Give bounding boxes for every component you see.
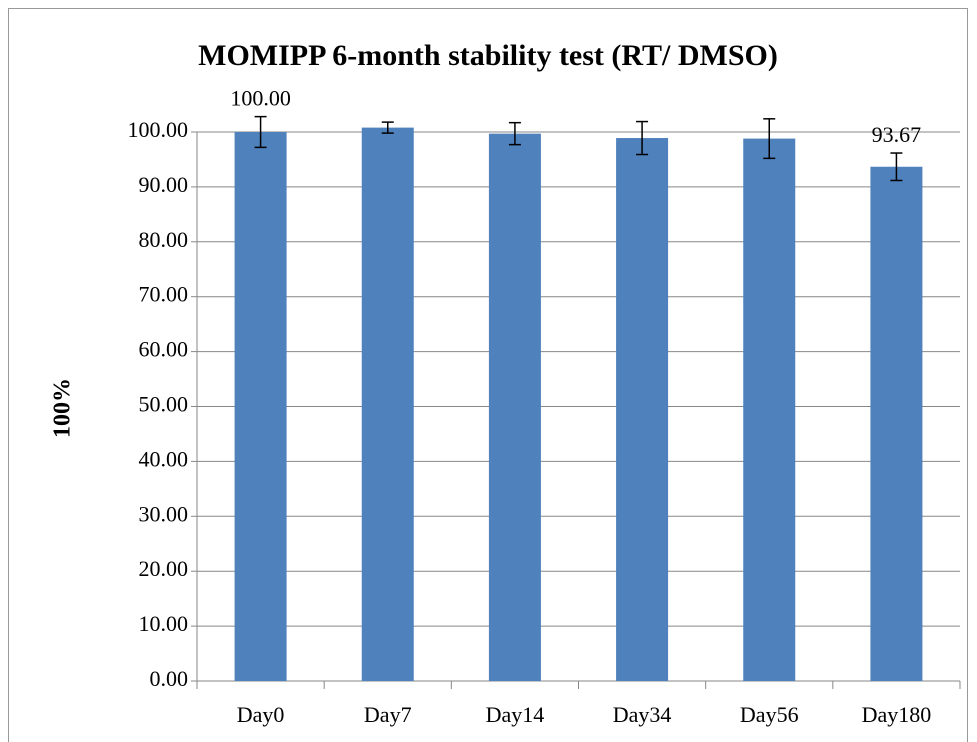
y-tick-label: 0.00 [150,666,189,691]
y-axis-label: 100% [50,378,76,438]
y-tick-label: 100.00 [128,117,189,142]
y-tick-label: 60.00 [139,337,189,362]
y-tick-label: 50.00 [139,392,189,417]
chart-title: MOMIPP 6-month stability test (RT/ DMSO) [198,39,778,72]
error-bar [254,115,267,149]
error-bar [636,120,649,156]
error-bar [381,121,394,134]
error-bar [763,118,776,160]
x-tick-label: Day7 [364,702,412,727]
y-tick-label: 70.00 [139,282,189,307]
y-tick-label: 30.00 [139,501,189,526]
data-label: 93.67 [872,122,922,147]
x-tick-label: Day56 [740,702,799,727]
y-tick-label: 40.00 [139,446,189,471]
bar [616,138,669,681]
x-tick-label: Day34 [613,702,672,727]
bar [488,133,541,682]
y-tick-label: 80.00 [139,227,189,252]
x-tick-label: Day14 [486,702,545,727]
bar [870,166,923,681]
chart-border [8,8,968,742]
bar [361,127,414,681]
x-tick-label: Day180 [862,702,932,727]
y-tick-label: 10.00 [139,611,189,636]
bar [234,132,287,681]
y-tick-label: 20.00 [139,556,189,581]
bar [743,138,796,681]
data-label: 100.00 [230,86,291,111]
error-bar [890,152,903,182]
x-tick-label: Day0 [237,702,285,727]
y-tick-label: 90.00 [139,172,189,197]
error-bar [508,121,521,146]
